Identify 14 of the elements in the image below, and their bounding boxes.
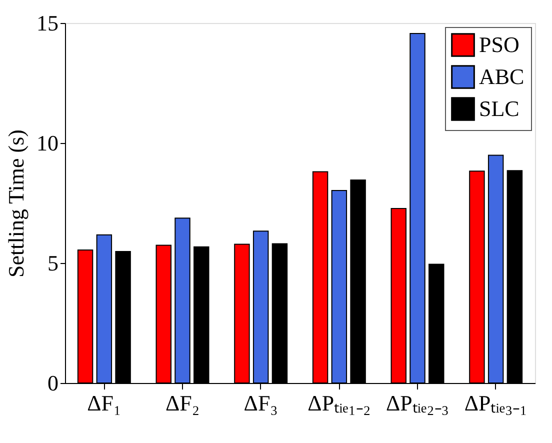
- y-tick-label: 15: [36, 10, 58, 36]
- x-tick-label: ΔPₜᵢₑ₃₋₁: [464, 390, 528, 416]
- legend-label: SLC: [479, 96, 520, 121]
- y-tick-label: 10: [36, 130, 58, 156]
- y-axis-title: Settling Time (s): [4, 130, 28, 278]
- legend-label: ABC: [479, 64, 524, 89]
- x-tick-label: ΔF₂: [165, 390, 200, 416]
- y-tick-label: 0: [48, 370, 58, 396]
- x-tick-label: ΔF₁: [87, 390, 122, 416]
- x-tick-label: ΔPₜᵢₑ₁₋₂: [308, 390, 371, 416]
- x-tick-label: ΔF₃: [244, 390, 278, 416]
- legend-label: PSO: [479, 32, 520, 57]
- x-tick-label: ΔPₜᵢₑ₂₋₃: [386, 390, 449, 416]
- y-tick-label: 5: [48, 250, 58, 276]
